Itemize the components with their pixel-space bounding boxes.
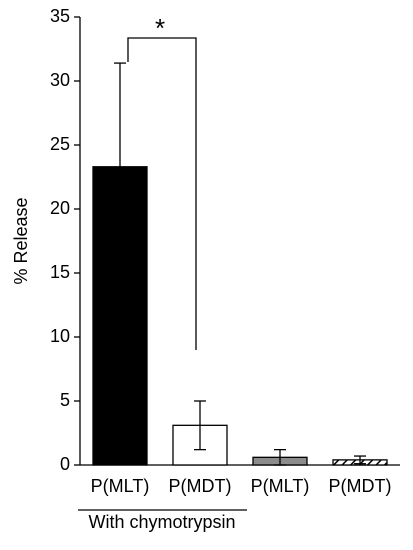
significance-star: * (155, 13, 165, 43)
y-tick-label: 5 (60, 390, 70, 410)
error-bar (194, 400, 206, 451)
group-label: With chymotrypsin (88, 512, 235, 532)
x-tick-label: P(MDT) (169, 476, 232, 496)
error-bar (274, 448, 286, 466)
y-tick-label: 35 (50, 6, 70, 26)
error-bar (354, 455, 366, 465)
x-tick-label: P(MDT) (329, 476, 392, 496)
error-bar (114, 62, 126, 272)
y-tick-label: 0 (60, 454, 70, 474)
x-tick-label: P(MLT) (251, 476, 310, 496)
y-tick-label: 15 (50, 262, 70, 282)
y-axis-label: % Release (11, 197, 31, 284)
y-tick-label: 25 (50, 134, 70, 154)
y-tick-label: 30 (50, 70, 70, 90)
y-tick-label: 10 (50, 326, 70, 346)
y-tick-label: 20 (50, 198, 70, 218)
significance-bracket (127, 37, 197, 350)
x-tick-label: P(MLT) (91, 476, 150, 496)
